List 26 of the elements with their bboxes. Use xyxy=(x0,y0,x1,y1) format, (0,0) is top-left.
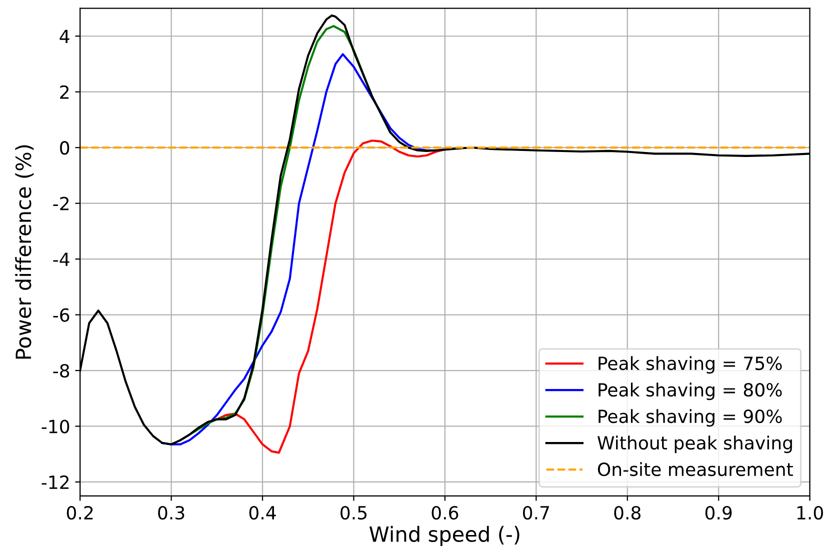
x-tick-label: 0.6 xyxy=(432,506,458,520)
y-tick-label: -6 xyxy=(53,308,70,322)
y-tick-label: -12 xyxy=(42,475,69,489)
legend-label: Peak shaving = 75% xyxy=(598,356,782,374)
line-series xyxy=(216,140,446,454)
y-tick-label: -4 xyxy=(53,252,70,266)
legend-label: On-site measurement xyxy=(598,462,793,476)
x-tick-label: 0.3 xyxy=(158,506,184,520)
x-tick-label: 0.2 xyxy=(66,506,93,520)
y-tick-label: -8 xyxy=(53,364,70,378)
x-tick-label: 0.4 xyxy=(249,506,276,520)
legend-label: Peak shaving = 80% xyxy=(598,382,782,400)
x-axis-title: Wind speed (-) xyxy=(369,526,520,546)
x-tick-label: 1.0 xyxy=(797,506,823,520)
y-tick-label: 2 xyxy=(60,85,69,99)
legend-label: Peak shaving = 90% xyxy=(598,409,782,427)
x-tick-label: 0.8 xyxy=(614,506,640,520)
x-tick-label: 0.7 xyxy=(522,506,549,520)
y-tick-label: 0 xyxy=(60,141,70,155)
y-tick-label: -10 xyxy=(42,420,70,434)
y-tick-label: -2 xyxy=(53,196,69,210)
x-tick-label: 0.5 xyxy=(340,506,366,520)
y-tick-label: 4 xyxy=(60,30,70,43)
y-axis-title: Power difference (%) xyxy=(15,145,34,359)
x-tick-label: 0.9 xyxy=(705,506,732,520)
legend-label: Without peak shaving xyxy=(598,436,792,454)
